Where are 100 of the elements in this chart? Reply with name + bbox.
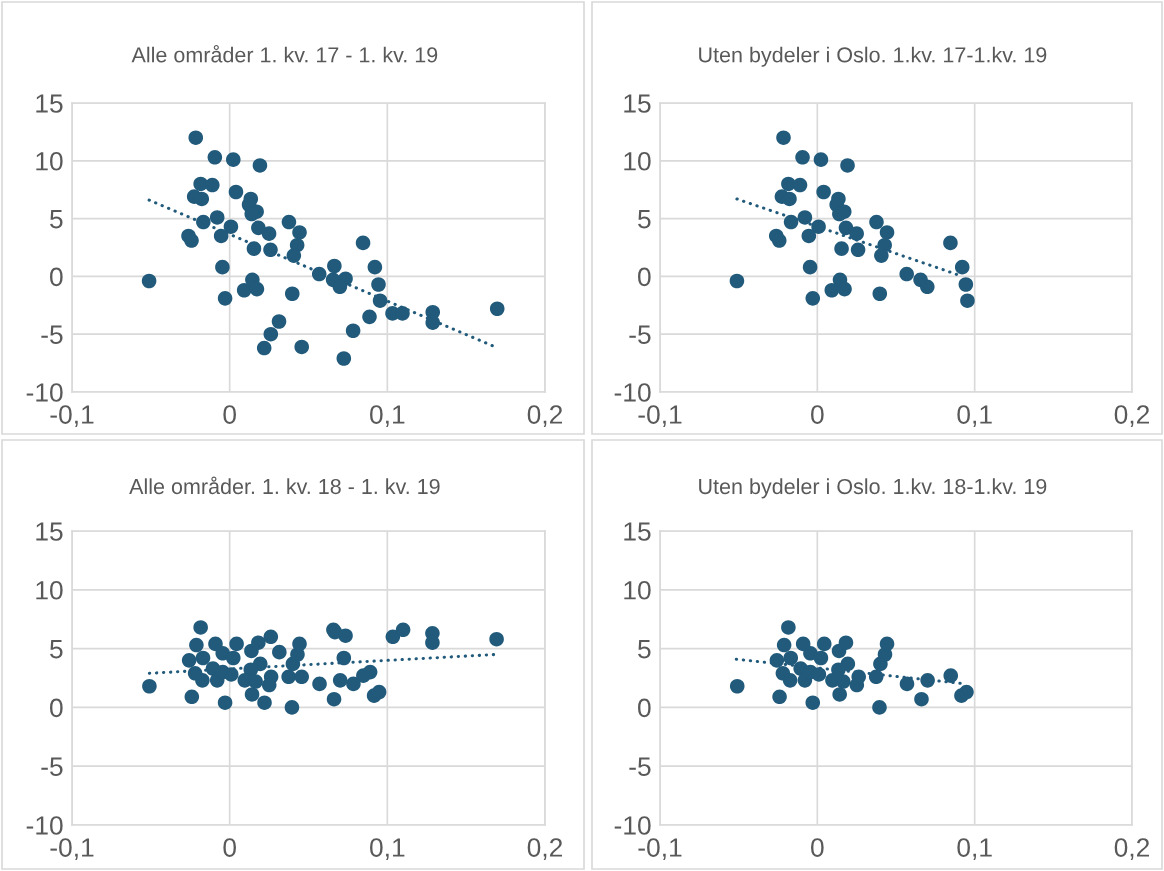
point bbox=[849, 677, 865, 693]
point bbox=[223, 219, 239, 234]
y-tick-label: 15 bbox=[624, 94, 651, 113]
point bbox=[141, 273, 157, 289]
point bbox=[920, 673, 935, 688]
point bbox=[362, 309, 377, 325]
y-tick-label: 5 bbox=[50, 210, 63, 229]
point bbox=[802, 259, 818, 275]
point bbox=[372, 293, 388, 308]
point bbox=[395, 622, 411, 638]
point bbox=[838, 635, 854, 650]
point bbox=[385, 629, 401, 645]
point bbox=[811, 667, 827, 682]
x-tick-label: 0,2 bbox=[1114, 405, 1150, 427]
point bbox=[184, 689, 200, 705]
y-tick-label: 0 bbox=[638, 698, 651, 718]
y-tick-label: -5 bbox=[41, 325, 63, 345]
point bbox=[874, 248, 889, 263]
point bbox=[834, 241, 849, 256]
y-tick-label: 5 bbox=[50, 640, 63, 659]
point bbox=[189, 637, 204, 653]
point bbox=[332, 673, 348, 688]
point bbox=[850, 242, 866, 258]
point bbox=[284, 700, 300, 715]
point bbox=[838, 220, 854, 236]
point bbox=[188, 130, 204, 145]
point bbox=[849, 226, 864, 241]
point bbox=[879, 636, 895, 652]
point bbox=[294, 339, 309, 355]
y-tick-label: 5 bbox=[638, 210, 651, 229]
chart-title: Alle områder 1. kv. 17 - 1. kv. 19 bbox=[131, 44, 438, 63]
point bbox=[395, 306, 410, 321]
point bbox=[257, 695, 272, 710]
x-tick-label: -0,1 bbox=[638, 838, 682, 860]
point bbox=[311, 266, 327, 282]
point bbox=[783, 214, 799, 230]
point bbox=[345, 323, 361, 339]
point bbox=[782, 673, 798, 688]
point bbox=[263, 326, 279, 342]
point bbox=[217, 695, 233, 710]
y-tick-label: -5 bbox=[629, 757, 651, 777]
y-tick-label: 5 bbox=[638, 640, 651, 659]
x-tick-label: 0,2 bbox=[527, 838, 563, 860]
point bbox=[286, 248, 302, 263]
point bbox=[960, 293, 975, 308]
x-tick-label: 0 bbox=[811, 838, 824, 857]
point bbox=[836, 674, 851, 689]
point bbox=[489, 631, 504, 647]
point bbox=[294, 669, 309, 685]
point bbox=[872, 286, 888, 302]
point bbox=[958, 277, 974, 292]
y-tick-label: 0 bbox=[50, 698, 63, 718]
point bbox=[355, 235, 371, 251]
point bbox=[338, 628, 353, 643]
point bbox=[196, 214, 211, 230]
y-tick-label: 15 bbox=[36, 94, 63, 113]
point bbox=[249, 281, 265, 297]
point bbox=[284, 286, 300, 302]
x-tick-label: 0,1 bbox=[957, 838, 992, 860]
point bbox=[251, 635, 266, 650]
point bbox=[263, 242, 278, 258]
point bbox=[783, 650, 799, 666]
point bbox=[729, 273, 745, 289]
point bbox=[837, 281, 852, 297]
point bbox=[772, 689, 787, 705]
point bbox=[252, 158, 268, 173]
point bbox=[920, 279, 935, 295]
point bbox=[795, 150, 810, 165]
point bbox=[195, 650, 211, 666]
point bbox=[729, 678, 745, 694]
point bbox=[327, 258, 342, 274]
point bbox=[261, 677, 277, 693]
point bbox=[336, 351, 352, 366]
point bbox=[312, 676, 327, 692]
point bbox=[223, 667, 239, 682]
point bbox=[797, 210, 813, 225]
point bbox=[205, 177, 220, 193]
point bbox=[832, 687, 847, 702]
x-tick-label: 0 bbox=[223, 838, 236, 857]
point bbox=[805, 291, 821, 306]
x-tick-label: 0,1 bbox=[370, 838, 405, 860]
point bbox=[801, 228, 817, 244]
point bbox=[914, 691, 929, 707]
point bbox=[954, 259, 970, 275]
point bbox=[217, 291, 233, 306]
point bbox=[248, 674, 263, 689]
y-tick-label: 10 bbox=[624, 151, 651, 171]
y-tick-label: -10 bbox=[614, 816, 651, 835]
point bbox=[261, 226, 277, 241]
point bbox=[263, 629, 279, 645]
chart-title: Uten bydeler i Oslo. 1.kv. 17-1.kv. 19 bbox=[699, 46, 1047, 67]
point bbox=[811, 219, 826, 234]
point bbox=[194, 191, 210, 207]
point bbox=[782, 191, 797, 207]
y-tick-label: 10 bbox=[36, 580, 63, 600]
point bbox=[489, 301, 505, 317]
point bbox=[872, 700, 887, 715]
point bbox=[292, 225, 307, 240]
point bbox=[209, 210, 225, 225]
point bbox=[215, 259, 230, 275]
